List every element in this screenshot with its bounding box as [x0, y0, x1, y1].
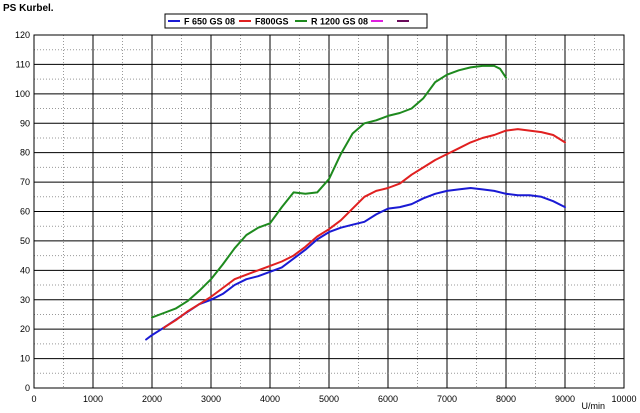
series-line: [145, 187, 566, 341]
series-line: [162, 128, 566, 329]
legend-label: F 650 GS 08: [184, 17, 235, 27]
y-tick-label: 20: [20, 324, 30, 334]
y-tick-label: 120: [15, 30, 30, 40]
x-tick-label: 6000: [378, 394, 398, 404]
x-tick-label: 7000: [437, 394, 457, 404]
y-tick-label: 60: [20, 207, 30, 217]
y-tick-label: 40: [20, 265, 30, 275]
x-tick-label: 8000: [496, 394, 516, 404]
x-tick-label: 1000: [83, 394, 103, 404]
y-tick-label: 90: [20, 118, 30, 128]
legend-label: R 1200 GS 08: [311, 17, 368, 27]
y-axis-label: PS Kurbel.: [3, 3, 54, 14]
x-tick-label: 9000: [555, 394, 575, 404]
y-tick-label: 50: [20, 236, 30, 246]
y-tick-label: 80: [20, 148, 30, 158]
y-tick-label: 30: [20, 295, 30, 305]
x-tick-label: 0: [31, 394, 36, 404]
y-tick-label: 0: [25, 383, 30, 393]
y-tick-label: 100: [15, 89, 30, 99]
x-tick-label: 3000: [201, 394, 221, 404]
grid: [34, 35, 624, 388]
legend-label: F800GS: [255, 17, 289, 27]
x-tick-label: 10000: [611, 394, 636, 404]
y-tick-label: 110: [16, 59, 30, 69]
x-tick-label: 2000: [142, 394, 162, 404]
series-line: [151, 64, 507, 319]
y-tick-label: 70: [20, 177, 30, 187]
x-axis-label: U/min: [581, 401, 605, 411]
plot-border: [33, 34, 625, 389]
series-lines: [145, 64, 566, 341]
x-tick-label: 4000: [260, 394, 280, 404]
x-tick-label: 5000: [319, 394, 339, 404]
legend: F 650 GS 08 F800GS R 1200 GS 08: [164, 13, 428, 29]
y-tick-labels: 0 10 20 30 40 50 60 70 80 90 100 110 120: [15, 30, 30, 393]
y-tick-label: 10: [20, 354, 30, 364]
x-tick-labels: 0 1000 2000 3000 4000 5000 6000 7000 8000 9000 100…: [31, 394, 636, 404]
